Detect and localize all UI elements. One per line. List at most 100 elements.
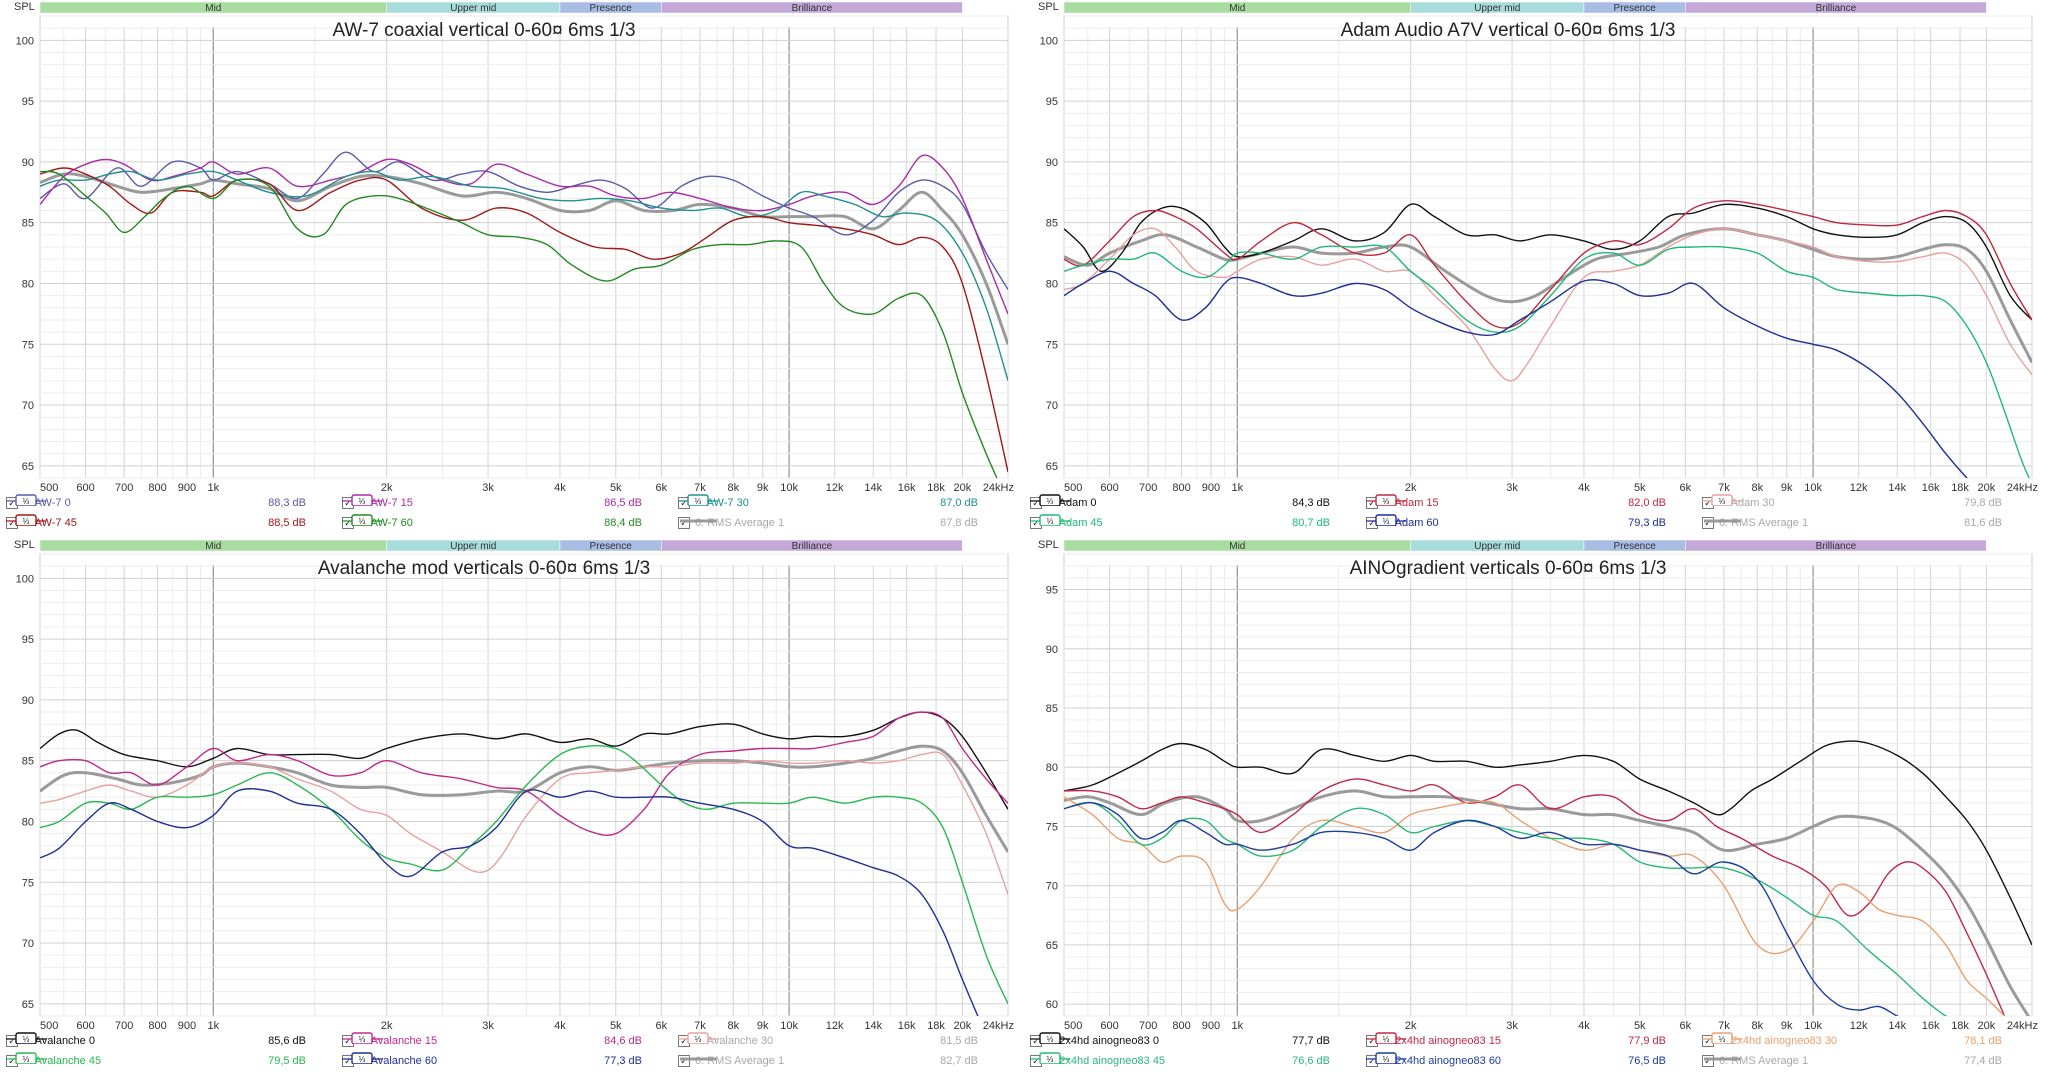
legend-swatch[interactable]: ⅓	[1366, 1032, 1406, 1044]
legend-swatch[interactable]: ⅓	[342, 494, 382, 506]
legend-level-value: 79,5 dB	[268, 1055, 306, 1067]
series-line-2-2x4hd-ainogneo83-15[interactable]	[1064, 778, 2006, 1016]
legend-series-name: 1: Avalanche 0	[23, 1035, 95, 1047]
legend-item-1-aw-7-0: ✓ 1: AW-7 0 ⅓ 88,3 dB	[6, 494, 336, 512]
legend-item-4-aw-7-45: ✓ 4: AW-7 45 ⅓ 88,5 dB	[6, 514, 336, 532]
y-tick-label: 70	[22, 938, 34, 950]
legend-swatch[interactable]: ⅓	[1366, 1052, 1406, 1064]
avalanche-plot[interactable]: 65 70 75 80 85 90 95 100 500 600 700 800 900 1k 2k 3k 4k…	[0, 538, 1024, 1038]
legend-item-2-avalanche-15: ✓ 2: Avalanche 15 ⅓ 84,6 dB	[342, 1032, 672, 1050]
adam-plot[interactable]: 65 70 75 80 85 90 95 100 500 600 700 800 900 1k 2k 3k 4k…	[1024, 0, 2048, 500]
y-axis-label: SPL	[1038, 1, 1059, 13]
y-tick-label: 65	[1046, 461, 1058, 473]
legend-swatch[interactable]: ⅓	[1030, 1052, 1070, 1064]
smoothing-icon: ⅓	[23, 517, 30, 526]
legend-item-5-2x4hd-ainogneo83-60: ✓ 5: 2x4hd ainogneo83 60 ⅓ 76,5 dB	[1366, 1052, 1696, 1070]
y-tick-label: 85	[22, 756, 34, 768]
legend-level-value: 78,1 dB	[1964, 1035, 2002, 1047]
legend-swatch[interactable]	[1702, 514, 1742, 526]
x-tick-label: 600	[1100, 1020, 1118, 1032]
x-tick-label: 2k	[381, 1020, 393, 1032]
legend-checkbox[interactable]: ✓	[1030, 1055, 1042, 1067]
series-line-1-adam-0[interactable]	[1064, 203, 2032, 321]
legend-item-1-adam-0: ✓ 1: Adam 0 ⅓ 84,3 dB	[1030, 494, 1360, 512]
legend-item-2-adam-15: ✓ 2: Adam 15 ⅓ 82,0 dB	[1366, 494, 1696, 512]
x-tick-label: 900	[178, 1020, 196, 1032]
x-tick-label: 14k	[1888, 1020, 1906, 1032]
band-brilliance	[1685, 1, 1987, 14]
x-tick-label: 5k	[610, 482, 622, 494]
legend-series-name: 2: Avalanche 15	[359, 1035, 438, 1047]
legend-swatch[interactable]: ⅓	[1366, 514, 1406, 526]
series-line-4-adam-45[interactable]	[1064, 244, 2032, 484]
smoothing-icon: ⅓	[1047, 517, 1054, 526]
series-line-3-adam-30[interactable]	[1064, 227, 2032, 382]
legend-swatch[interactable]: ⅓	[678, 494, 718, 506]
legend-item-2-aw-7-15: ✓ 2: AW-7 15 ⅓ 86,5 dB	[342, 494, 672, 512]
series-line-5-2x4hd-ainogneo83-60[interactable]	[1064, 802, 1915, 1022]
series-layer	[40, 711, 1008, 1034]
legend-swatch[interactable]: ⅓	[1030, 494, 1070, 506]
legend-swatch[interactable]	[1702, 1052, 1742, 1064]
legend-swatch[interactable]: ⅓	[678, 1032, 718, 1044]
x-tick-label: 10k	[1804, 482, 1822, 494]
legend-swatch[interactable]: ⅓	[1702, 494, 1742, 506]
legend-swatch[interactable]	[678, 514, 718, 526]
x-tick-label: 4k	[1578, 482, 1590, 494]
series-line-6-rms-average-1[interactable]	[40, 172, 1008, 345]
series-line-5-aw-7-60[interactable]	[40, 170, 1008, 500]
smoothing-icon: ⅓	[1383, 497, 1390, 506]
y-tick-label: 90	[22, 157, 34, 169]
aino-plot[interactable]: 60 65 70 75 80 85 90 95 500 600 700 800 900 1k 2k 3k 4k 5…	[1024, 538, 2048, 1038]
series-line-4-avalanche-45[interactable]	[40, 745, 1008, 1005]
avalanche-legend: ✓ 1: Avalanche 0 ⅓ 85,6 dB ✓ 2: Avalanche 15 ⅓…	[0, 1032, 1024, 1072]
legend-swatch[interactable]: ⅓	[342, 1032, 382, 1044]
smoothing-icon: ⅓	[1047, 497, 1054, 506]
series-line-2-avalanche-15[interactable]	[40, 711, 1008, 836]
legend-level-value: 80,7 dB	[1292, 517, 1330, 529]
legend-swatch[interactable]: ⅓	[342, 1052, 382, 1064]
legend-level-value: 84,6 dB	[604, 1035, 642, 1047]
legend-swatch[interactable]: ⅓	[1030, 514, 1070, 526]
x-tick-label: 3k	[1506, 1020, 1518, 1032]
legend-item-3-adam-30: ✓ 3: Adam 30 ⅓ 79,8 dB	[1702, 494, 2032, 512]
legend-swatch[interactable]: ⅓	[6, 1032, 46, 1044]
legend-checkbox[interactable]: ✓	[342, 1035, 354, 1047]
legend-level-value: 84,3 dB	[1292, 497, 1330, 509]
legend-series-name: 4: Adam 45	[1047, 517, 1103, 529]
y-tick-label: 95	[22, 634, 34, 646]
chart-panel-aw7: 65 70 75 80 85 90 95 100 500 600 700 800 900 1k 2k 3k 4k…	[0, 0, 1024, 538]
series-line-2-adam-15[interactable]	[1064, 200, 2032, 329]
y-tick-label: 95	[1046, 96, 1058, 108]
band-label: Presence	[1614, 541, 1657, 552]
aw7-plot[interactable]: 65 70 75 80 85 90 95 100 500 600 700 800 900 1k 2k 3k 4k…	[0, 0, 1024, 500]
legend-level-value: 81,6 dB	[1964, 517, 2002, 529]
legend-checkbox[interactable]: ✓	[342, 1055, 354, 1067]
legend-swatch[interactable]: ⅓	[1702, 1032, 1742, 1044]
legend-swatch[interactable]: ⅓	[1030, 1032, 1070, 1044]
legend-swatch[interactable]: ⅓	[6, 1052, 46, 1064]
x-tick-label: 20k	[1978, 1020, 1996, 1032]
series-line-2-aw-7-15[interactable]	[40, 154, 1008, 315]
series-line-1-2x4hd-ainogneo83-0[interactable]	[1064, 740, 2032, 946]
x-tick-label: 900	[178, 482, 196, 494]
series-line-3-2x4hd-ainogneo83-30[interactable]	[1064, 796, 2005, 1016]
series-line-3-avalanche-30[interactable]	[40, 751, 1008, 895]
legend-swatch[interactable]	[678, 1052, 718, 1064]
band-label: Mid	[1229, 3, 1245, 14]
legend-swatch[interactable]: ⅓	[342, 514, 382, 526]
smoothing-box	[1039, 1052, 1061, 1064]
legend-swatch[interactable]: ⅓	[6, 514, 46, 526]
series-line-6-rms-average-1[interactable]	[1064, 227, 2032, 364]
y-tick-label: 70	[22, 400, 34, 412]
series-line-5-avalanche-60[interactable]	[40, 788, 986, 1034]
legend-swatch[interactable]: ⅓	[1366, 494, 1406, 506]
y-tick-label: 100	[1040, 35, 1058, 47]
series-line-1-avalanche-0[interactable]	[40, 711, 1008, 810]
series-line-1-aw-7-0[interactable]	[40, 151, 1008, 290]
x-tick-label: 14k	[1888, 482, 1906, 494]
series-line-5-adam-60[interactable]	[1064, 270, 1993, 500]
legend-series-name: 3: 2x4hd ainogneo83 30	[1719, 1035, 1838, 1047]
series-line-3-aw-7-30[interactable]	[40, 170, 1008, 381]
legend-swatch[interactable]: ⅓	[6, 494, 46, 506]
